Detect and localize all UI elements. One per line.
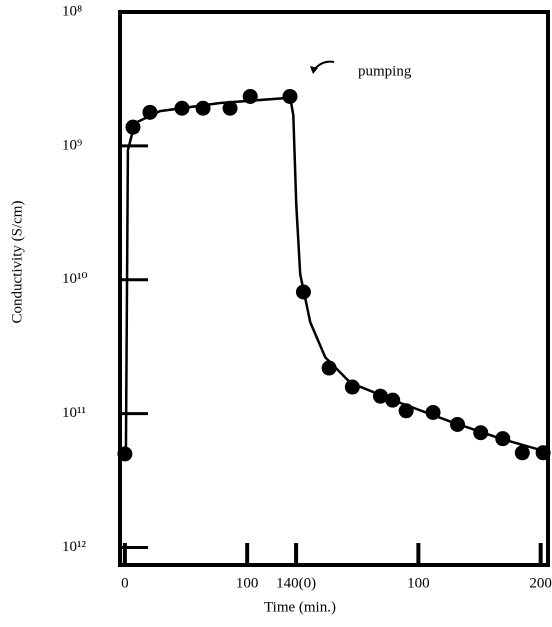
x-tick-label: 200 (529, 575, 552, 591)
y-tick-label: 10¹² (62, 539, 86, 555)
data-point (344, 379, 360, 395)
x-tick-label: 100 (407, 575, 430, 591)
data-point (142, 104, 158, 120)
x-tick-label: 140(0) (276, 575, 316, 591)
plot-frame (118, 10, 550, 567)
annotation-arrowhead (310, 66, 318, 74)
data-point (282, 88, 298, 104)
data-point (514, 445, 530, 461)
y-tick-label: 10⁸ (62, 3, 82, 19)
data-point (195, 100, 211, 116)
y-axis-label: Conductivity (S/cm) (9, 201, 25, 324)
data-point (535, 445, 551, 461)
annotation: pumping (358, 63, 412, 79)
data-point (117, 446, 133, 462)
data-point (222, 100, 238, 116)
fit-line (124, 96, 547, 454)
y-tick-label: 10¹¹ (62, 405, 86, 421)
x-axis-label: Time (min.) (264, 599, 336, 615)
x-tick-label: 0 (121, 575, 129, 591)
x-tick-label: 100 (236, 575, 259, 591)
y-tick-label: 10⁹ (62, 137, 82, 153)
y-tick-label: 10¹⁰ (62, 271, 88, 287)
